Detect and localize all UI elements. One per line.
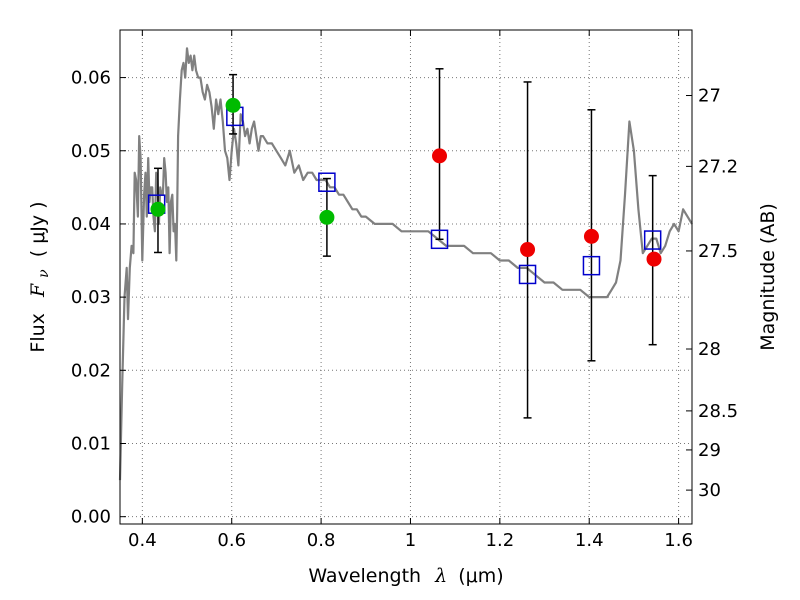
y-axis-title: Flux F ν ( μJy ) [27,201,53,352]
x-tick-label: 1.2 [486,530,515,551]
model-point [518,264,537,285]
y2-tick-label: 28 [698,339,721,360]
y-tick-label: 0.06 [71,68,111,89]
x-tick-label: 1 [405,530,416,551]
y2-tick-label: 28.5 [698,401,738,422]
errorbar-layer [153,68,657,419]
y-axis-title-subscript: ν [36,269,52,278]
model-points-layer [147,106,662,285]
y2-tick-label: 27.2 [698,156,738,177]
observed-point-green [319,209,335,225]
y-tick-label: 0.00 [71,507,111,528]
x-tick-label: 0.4 [128,530,157,551]
y-axis-title-unit: ( μJy ) [27,201,49,257]
y-axis-title-prefix: Flux [27,313,49,353]
observed-point-red [646,251,662,267]
model-point [318,172,336,192]
observed-point-red [432,148,448,164]
observed-point-red [583,228,599,244]
x-tick-label: 1.6 [664,530,693,551]
y-tick-label: 0.02 [71,360,111,381]
y2-tick-label: 27 [698,86,721,107]
observed-point-red [520,242,536,258]
x-axis-title-symbol: λ [434,565,447,587]
grid-lines [120,30,692,524]
x-axis-title-unit: (μm) [458,565,503,587]
model-point [582,255,601,276]
y2-tick-label: 27.5 [698,241,738,262]
observed-point-green [150,201,166,217]
observed-point-green [225,97,241,113]
x-tick-label: 0.6 [217,530,246,551]
y-tick-label: 0.01 [71,433,111,454]
observed-points-layer [150,97,662,267]
model-point [430,229,449,250]
y2-axis-title: Magnitude (AB) [757,203,779,351]
x-axis-title: Wavelength λ (μm) [308,565,503,587]
x-axis-title-prefix: Wavelength [308,565,421,587]
model-point [643,230,662,250]
spectrum-layer [118,47,693,481]
plot-frame [119,29,693,525]
y2-tick-label: 29 [698,440,721,461]
y2-tick-label: 30 [698,480,721,501]
y-tick-label: 0.05 [71,141,111,162]
y-tick-label: 0.04 [71,214,111,235]
axis-layer: 0.4 0.6 0.8 1 1.2 1.4 1.6 0.00 0.01 0.02 0.03 0.04 0… [71,30,738,551]
x-tick-label: 0.8 [307,530,336,551]
y-axis-title-symbol: F [27,283,49,298]
y-tick-label: 0.03 [71,287,111,308]
spectrum-line [118,47,693,481]
x-tick-label: 1.4 [575,530,604,551]
